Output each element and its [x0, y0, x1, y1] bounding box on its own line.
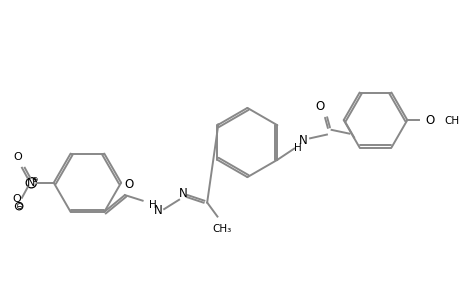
Text: ⊕: ⊕	[31, 175, 38, 184]
Text: H: H	[149, 200, 157, 210]
Text: O: O	[315, 100, 325, 113]
Text: N: N	[27, 178, 35, 188]
Text: N: N	[154, 205, 162, 218]
Text: N: N	[298, 134, 307, 147]
Text: CH₃: CH₃	[443, 116, 459, 126]
Text: O: O	[124, 178, 133, 191]
Text: ⊖: ⊖	[16, 202, 23, 211]
Text: H: H	[293, 143, 301, 153]
Text: O: O	[424, 114, 433, 127]
Text: N: N	[178, 187, 187, 200]
Text: CH₃: CH₃	[212, 224, 231, 234]
Text: O: O	[12, 194, 21, 204]
Text: O: O	[14, 152, 22, 163]
